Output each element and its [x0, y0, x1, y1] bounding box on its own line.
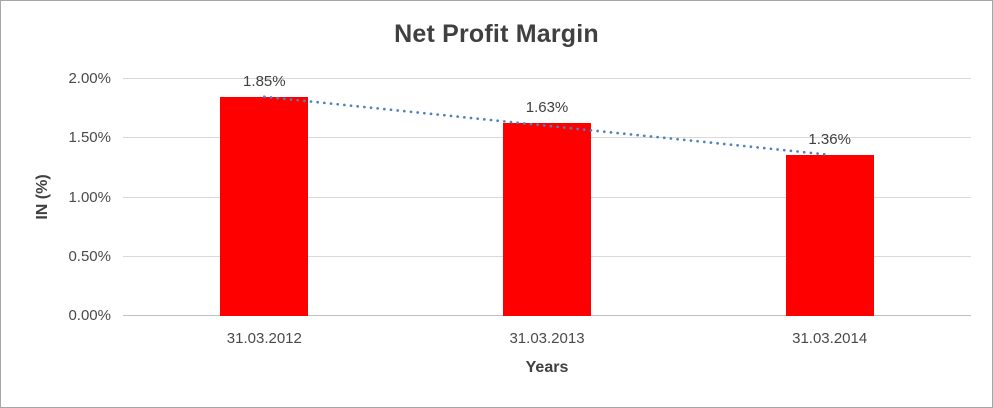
bar-31.03.2014[interactable]: [785, 154, 874, 316]
y-tick-label: 1.50%: [68, 129, 111, 147]
plot-area: 1.85% 1.63% 1.36%: [123, 73, 971, 316]
x-axis-title: Years: [525, 359, 569, 376]
x-tick-label: 31.03.2013: [509, 330, 585, 347]
trendline-line: [262, 95, 832, 157]
chart-title: Net Profit Margin: [394, 20, 599, 48]
data-label: 1.63%: [525, 98, 569, 116]
y-tick-label: 0.00%: [68, 307, 111, 324]
x-tick-label: 31.03.2014: [792, 330, 868, 347]
y-tick-label: 1.00%: [68, 188, 111, 206]
y-axis-ticks: 0.00% 0.50% 1.00% 1.50% 2.00%: [1, 70, 115, 324]
x-tick-label: 31.03.2012: [226, 330, 302, 347]
gridline: [123, 78, 971, 79]
bar-31.03.2012[interactable]: [220, 96, 309, 316]
data-label: 1.85%: [243, 72, 286, 90]
bar-31.03.2013[interactable]: [503, 122, 591, 316]
trendline: [262, 95, 832, 157]
y-tick-label: 0.50%: [68, 247, 111, 265]
data-label: 1.36%: [808, 130, 851, 148]
x-axis-ticks: 31.03.2012 31.03.2013 31.03.2014: [123, 330, 971, 350]
y-tick-label: 2.00%: [68, 70, 111, 87]
